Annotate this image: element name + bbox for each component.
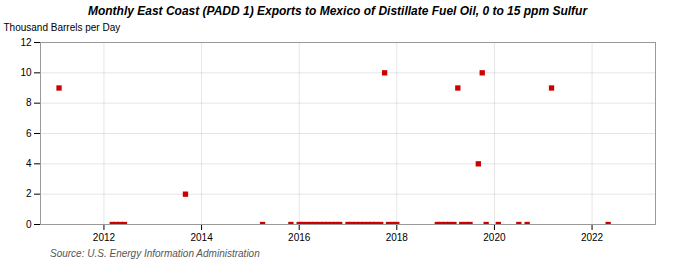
- html-text:Source: U.S. Energy Informatio: Source: U.S. Energy Information Administ…: [50, 248, 260, 259]
- svg-text:2016: 2016: [288, 232, 311, 243]
- svg-text:2018: 2018: [386, 232, 409, 243]
- svg-text:12: 12: [20, 37, 32, 48]
- svg-text:2: 2: [26, 188, 32, 199]
- svg-text:2012: 2012: [93, 232, 116, 243]
- svg-text:0: 0: [26, 219, 32, 230]
- svg-text:6: 6: [26, 128, 32, 139]
- svg-text:Thousand Barrels per Day: Thousand Barrels per Day: [4, 22, 121, 33]
- svg-text:8: 8: [26, 97, 32, 108]
- svg-text:2022: 2022: [581, 232, 604, 243]
- svg-text:2020: 2020: [483, 232, 506, 243]
- svg-text:2014: 2014: [190, 232, 213, 243]
- svg-text:4: 4: [26, 158, 32, 169]
- svg-text:10: 10: [20, 67, 32, 78]
- html-text:Monthly East Coast (PADD 1) Ex: Monthly East Coast (PADD 1) Exports to M…: [87, 4, 588, 18]
